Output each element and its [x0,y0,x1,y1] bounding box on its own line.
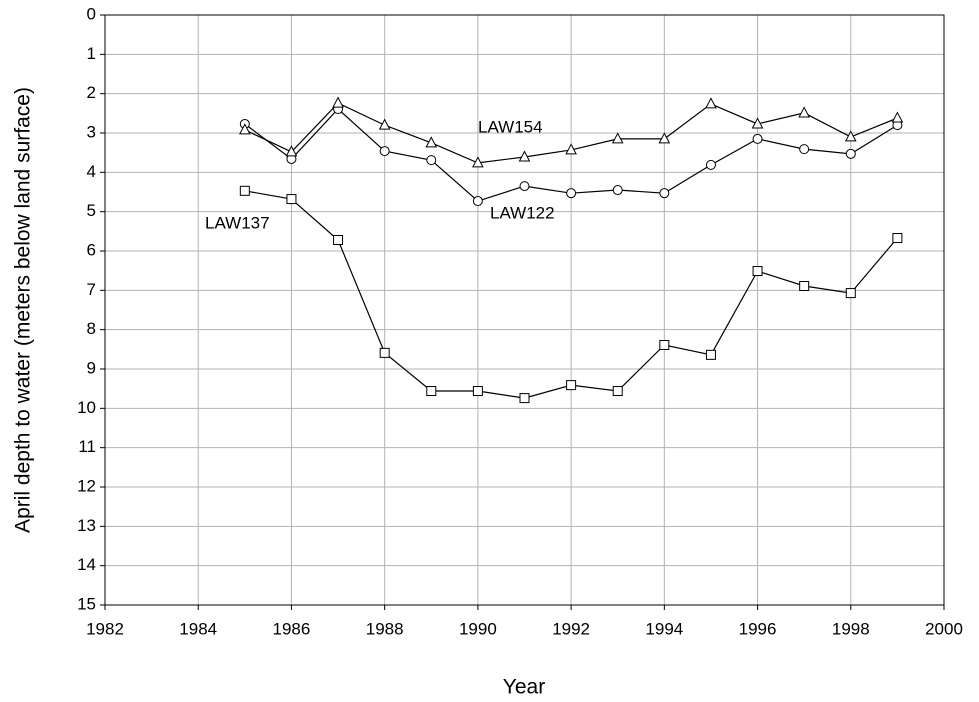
y-tick-label: 13 [77,516,96,535]
marker [892,233,903,244]
marker [658,132,671,144]
marker [426,386,437,397]
marker [426,155,437,166]
marker [239,185,250,196]
x-tick-label: 1988 [366,619,404,638]
marker [565,143,577,155]
y-tick-label: 3 [87,122,96,141]
marker [705,159,716,170]
marker [239,123,251,135]
x-axis-title: Year [503,676,545,699]
marker [751,117,764,129]
marker [752,266,763,277]
series-label: LAW137 [205,213,270,232]
marker [799,281,810,292]
y-tick-label: 7 [87,280,96,299]
y-tick-label: 9 [87,358,96,377]
y-tick-label: 1 [87,44,96,63]
marker [612,386,623,397]
marker [519,181,530,192]
marker [286,194,297,205]
marker [798,106,810,118]
x-tick-label: 1990 [459,619,497,638]
y-tick-label: 10 [77,398,96,417]
marker [472,386,483,397]
marker [705,349,716,360]
y-tick-label: 6 [87,240,96,259]
y-tick-label: 2 [87,83,96,102]
series-label: LAW154 [478,117,543,136]
marker [519,393,530,404]
y-tick-label: 11 [78,437,96,456]
y-tick-label: 5 [87,201,96,220]
x-tick-label: 1992 [552,619,590,638]
marker [844,130,857,142]
marker [332,96,344,108]
x-tick-label: 1994 [645,619,683,638]
y-tick-label: 0 [87,4,96,23]
y-tick-label: 14 [77,555,96,574]
marker [379,347,390,358]
marker [285,145,298,157]
marker [379,146,390,157]
marker [611,132,624,144]
x-tick-label: 1986 [273,619,311,638]
marker [333,234,344,245]
marker [799,144,810,155]
marker [752,133,763,144]
x-tick-label: 1984 [179,619,217,638]
x-tick-label: 1982 [86,619,124,638]
y-tick-label: 15 [77,594,96,613]
marker [378,118,391,130]
y-axis-title: April depth to water (meters below land … [12,87,35,533]
marker [518,150,531,162]
marker [425,136,438,148]
y-tick-label: 8 [87,319,96,338]
series-label: LAW122 [490,203,555,222]
marker [472,156,484,168]
marker [659,340,670,351]
plot-frame [104,14,945,606]
marker [705,97,717,109]
marker [566,380,577,391]
marker [472,196,483,207]
marker [845,148,856,159]
marker [659,188,670,199]
marker [845,288,856,299]
x-tick-label: 2000 [925,619,963,638]
x-tick-label: 1996 [739,619,777,638]
marker [891,111,904,123]
x-tick-label: 1998 [832,619,870,638]
marker [566,188,577,199]
y-tick-label: 4 [87,162,96,181]
marker [612,185,623,196]
y-tick-label: 12 [77,476,96,495]
